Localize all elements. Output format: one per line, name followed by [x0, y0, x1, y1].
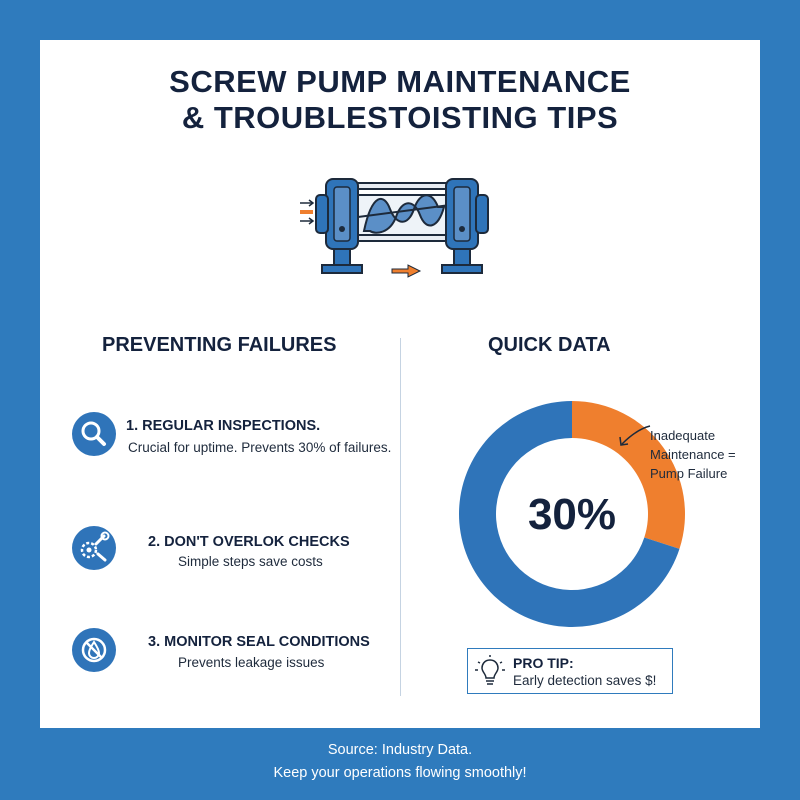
- column-divider: [400, 338, 401, 696]
- magnifier-icon: [72, 412, 116, 456]
- page-title: SCREW PUMP MAINTENANCE & TROUBLESTOISTIN…: [40, 64, 760, 136]
- annotation-line-1: Inadequate: [650, 428, 716, 443]
- title-line-2: & TROUBLESTOISTING TIPS: [181, 100, 619, 135]
- pro-tip-label: PRO TIP:: [513, 655, 574, 671]
- donut-slice-1: [572, 401, 685, 549]
- footer-tagline: Keep your operations flowing smoothly!: [273, 765, 527, 781]
- tip-item: 2. DON'T OVERLOK CHECKS Simple steps sav…: [72, 526, 402, 586]
- tip-text: Simple steps save costs: [178, 554, 323, 569]
- tip-title: 2. DON'T OVERLOK CHECKS: [148, 534, 350, 550]
- preventing-failures-heading: PREVENTING FAILURES: [102, 334, 337, 356]
- footer-source: Source: Industry Data.: [327, 742, 473, 758]
- pro-tip-text: Early detection saves $!: [513, 673, 657, 688]
- footer: Source: Industry Data. Keep your operati…: [0, 739, 800, 785]
- infographic-card: SCREW PUMP MAINTENANCE & TROUBLESTOISTIN…: [40, 40, 760, 728]
- screw-pump-illustration: [300, 178, 489, 278]
- tip-item: 3. MONITOR SEAL CONDITIONS Prevents leak…: [72, 628, 402, 688]
- donut-slice-2: [459, 401, 680, 627]
- chart-annotation: Inadequate Maintenance = Pump Failure: [650, 426, 770, 483]
- tip-title: 1. REGULAR INSPECTIONS.: [126, 418, 321, 434]
- donut-center-value: 30%: [527, 490, 617, 539]
- lightbulb-icon: [475, 655, 505, 685]
- annotation-line-2: Maintenance =: [650, 447, 736, 462]
- title-line-1: SCREW PUMP MAINTENANCE: [169, 64, 631, 99]
- donut-chart: [459, 401, 685, 627]
- wrench-gear-icon: [72, 526, 116, 570]
- quick-data-heading: QUICK DATA: [488, 334, 611, 356]
- pro-tip-box: PRO TIP: Early detection saves $!: [467, 648, 673, 694]
- annotation-arrow: [619, 425, 651, 446]
- no-leak-icon: [72, 628, 116, 672]
- tip-item: 1. REGULAR INSPECTIONS. Crucial for upti…: [72, 412, 402, 472]
- annotation-line-3: Pump Failure: [650, 466, 728, 481]
- tip-title: 3. MONITOR SEAL CONDITIONS: [148, 634, 370, 650]
- tip-text: Prevents leakage issues: [178, 655, 325, 670]
- tip-text: Crucial for uptime. Prevents 30% of fail…: [128, 440, 392, 455]
